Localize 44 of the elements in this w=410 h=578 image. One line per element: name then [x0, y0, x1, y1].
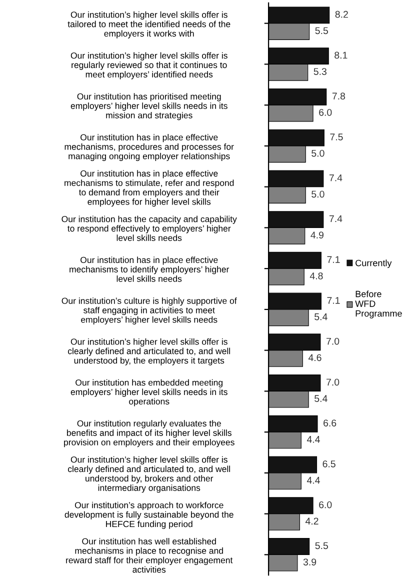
data-label: 7.8 [332, 92, 346, 100]
y-tick-label: Our institution has prioritised meeting employers’ higher level skills needs in its mission and strategies [70, 93, 228, 120]
y-tick-label: Our institution has embedded meeting employers’ higher level skills needs in its operations [70, 379, 228, 406]
data-label: 4.2 [305, 518, 318, 524]
data-label: 8.2 [335, 10, 348, 18]
y-tick-label: Our institution’s higher level skills offer is regularly reviewed so that it continues to meet employers’ identified needs [70, 52, 228, 80]
data-label: 7.4 [329, 215, 342, 222]
data-label: 5.3 [314, 68, 326, 75]
data-label: 7.0 [326, 378, 340, 386]
y-tick-label: Our institution’s higher level skills offer is clearly defined and articulated to, and well understood by, brokers and other intermediary organisations [68, 456, 230, 493]
data-label: 4.9 [310, 232, 324, 238]
data-label: 6.0 [319, 501, 332, 508]
data-label: 7.5 [330, 134, 343, 140]
y-tick-label: Our institution has well established mechanisms in place to recognise and reward staff for their employer engagement activities [66, 538, 233, 573]
data-label: 5.5 [315, 542, 328, 550]
y-tick-label: Our institution has in place effective mechanisms to identify employers’ higher level skills needs [70, 256, 230, 282]
data-label: 5.4 [314, 313, 328, 320]
data-label: 7.0 [326, 338, 340, 345]
data-label: 4.6 [308, 354, 322, 362]
data-label: 5.0 [312, 190, 324, 198]
data-label: 6.6 [324, 420, 336, 426]
legend-label: Currently [356, 260, 392, 268]
data-label: 3.9 [303, 558, 316, 566]
data-label: 6.5 [322, 460, 336, 468]
data-label: 7.1 [327, 256, 340, 263]
data-label: 6.0 [319, 108, 332, 116]
y-tick-label: Our institution has in place effective mechanisms to stimulate, refer and respond to demand from employers and their employees for higher level skills [64, 170, 234, 207]
data-label: 5.5 [315, 27, 328, 34]
data-label: 4.4 [306, 476, 320, 484]
y-tick-label: Our institution’s higher level skills offer is clearly defined and articulated to, and well understood by, the employers it targets [68, 338, 230, 366]
data-label: 7.4 [329, 174, 342, 182]
y-tick-label: Our institution has in place effective mechanisms, procedures and processes for managing ongoing employer relationships [64, 134, 234, 161]
data-label: 8.1 [334, 52, 348, 59]
y-tick-label: Our institution’s culture is highly supportive of staff engaging in activities to meet employers’ higher level skills needs [62, 297, 237, 324]
data-label: 5.0 [312, 150, 324, 157]
y-tick-label: Our institution’s higher level skills offer is tailored to meet the identified needs of the employers it works with [68, 11, 230, 38]
data-label: 7.1 [327, 297, 340, 304]
y-tick-label: Our institution regularly evaluates the benefits and impact of its higher level skills provision on employers and their employees [64, 420, 234, 448]
data-label: 4.8 [310, 272, 323, 280]
y-tick-label: Our institution’s approach to workforce development is fully sustainable beyond the HEFCE funding period [64, 502, 234, 529]
y-tick-label: Our institution has the capacity and capability to respond effectively to employers’ higher level skills needs [62, 216, 237, 242]
data-label: 4.4 [306, 436, 320, 443]
data-label: 5.4 [314, 395, 328, 402]
legend-label: Before WFD Programme [355, 290, 402, 318]
